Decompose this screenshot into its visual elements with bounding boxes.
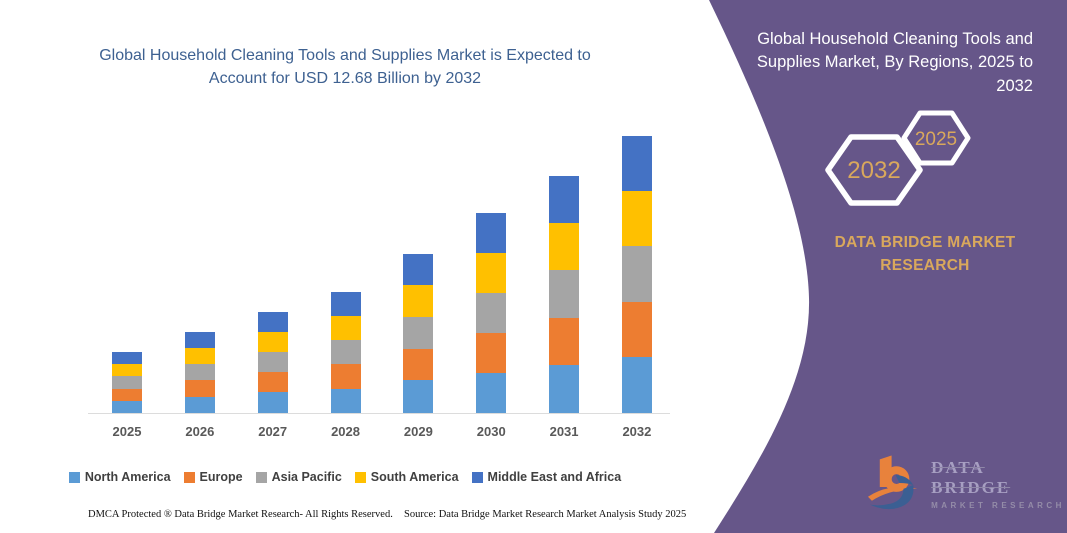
legend-label: South America <box>370 470 459 484</box>
hexagon-2025-label: 2025 <box>915 129 957 150</box>
legend-item: Middle East and Africa <box>471 470 622 484</box>
year-label: 2031 <box>549 424 579 439</box>
panel-title: Global Household Cleaning Tools and Supp… <box>756 30 1033 95</box>
bar-segment <box>257 331 288 352</box>
hexagon-2032: 2032 <box>825 134 923 206</box>
chart-title: Global Household Cleaning Tools and Supp… <box>99 47 591 88</box>
legend-label: Asia Pacific <box>271 470 342 484</box>
bar-segment <box>549 270 580 318</box>
bar-segment <box>621 191 652 247</box>
legend-label: North America <box>84 470 171 484</box>
chart-legend: North America Europe Asia Pacific South Ame… <box>0 470 690 484</box>
forecast-hexagons: 2032 2025 <box>820 103 982 220</box>
legend-swatch <box>255 471 267 483</box>
bar-segment <box>403 380 434 413</box>
bar-segment <box>330 364 361 389</box>
legend-label: Europe <box>199 470 243 484</box>
bar-segment <box>330 316 361 341</box>
bar-segment <box>184 332 215 349</box>
year-label: 2028 <box>331 424 360 439</box>
x-axis-labels: 2025 2026 2027 2028 2029 2030 2031 2032 <box>92 424 672 439</box>
bar-segment <box>621 357 652 413</box>
legend-item: South America <box>354 470 459 484</box>
bar-segment <box>549 364 580 413</box>
bar-2029 <box>403 119 434 413</box>
bar-2026 <box>184 119 215 413</box>
brand-panel: Global Household Cleaning Tools and Supp… <box>690 0 1067 533</box>
stacked-bar-plot <box>112 119 652 413</box>
bar-2030 <box>476 119 507 413</box>
year-label: 2026 <box>185 424 215 439</box>
bar-segment <box>330 340 361 365</box>
legend-swatch <box>68 471 80 483</box>
bar-segment <box>476 252 507 293</box>
logo-subtitle: MARKET RESEARCH <box>931 501 1065 510</box>
bar-segment <box>112 351 142 365</box>
legend-swatch <box>471 471 483 483</box>
bar-segment <box>257 371 288 393</box>
bar-segment <box>257 312 288 332</box>
bar-segment <box>184 364 215 381</box>
legend-swatch <box>183 471 195 483</box>
bar-segment <box>621 301 652 358</box>
bar-segment <box>476 332 507 373</box>
year-label: 2032 <box>622 424 652 439</box>
data-bridge-logo-icon <box>867 455 918 510</box>
bar-segment <box>621 136 652 192</box>
year-label: 2027 <box>258 424 288 439</box>
bar-2028 <box>330 119 361 413</box>
legend-swatch <box>354 471 366 483</box>
bar-segment <box>112 364 142 377</box>
bar-segment <box>330 388 361 413</box>
year-label: 2030 <box>476 424 506 439</box>
legend-item: Europe <box>183 470 243 484</box>
bar-segment <box>403 348 434 381</box>
bar-segment <box>330 291 361 316</box>
bar-segment <box>184 396 215 413</box>
bar-segment <box>112 376 142 389</box>
bar-2031 <box>549 119 580 413</box>
logo-name: DATA BRIDGE <box>931 458 1011 497</box>
legend-item: North America <box>68 470 171 484</box>
data-bridge-logo: DATA BRIDGE MARKET RESEARCH <box>866 453 1067 515</box>
bar-segment <box>403 253 434 286</box>
brand-heading: DATA BRIDGE MARKET RESEARCH <box>834 234 1016 275</box>
bar-segment <box>403 316 434 349</box>
bar-segment <box>184 348 215 365</box>
bar-segment <box>476 372 507 413</box>
year-label: 2029 <box>403 424 433 439</box>
legend-label: Middle East and Africa <box>487 470 622 484</box>
dmca-notice: DMCA Protected ® Data Bridge Market Rese… <box>88 509 393 520</box>
hexagon-2032-label: 2032 <box>847 157 900 184</box>
chart-area: Global Household Cleaning Tools and Supp… <box>0 47 690 520</box>
source-note: Source: Data Bridge Market Research Mark… <box>404 509 687 520</box>
bar-2027 <box>257 119 288 413</box>
bar-segment <box>549 317 580 365</box>
bar-segment <box>476 292 507 333</box>
bar-segment <box>112 388 142 401</box>
year-label: 2025 <box>112 424 142 439</box>
bar-segment <box>112 400 142 413</box>
bar-segment <box>549 175 580 223</box>
bar-segment <box>549 222 580 271</box>
legend-item: Asia Pacific <box>255 470 342 484</box>
hexagon-2025: 2025 <box>901 110 971 166</box>
bar-segment <box>257 351 288 372</box>
bar-2025 <box>112 119 142 413</box>
bar-segment <box>621 246 652 302</box>
bar-segment <box>257 392 288 413</box>
bar-2032 <box>621 119 652 413</box>
bar-segment <box>184 380 215 397</box>
x-axis-line <box>88 413 670 414</box>
bar-segment <box>476 213 507 253</box>
bar-segment <box>403 285 434 317</box>
logo-text: DATA BRIDGE MARKET RESEARCH <box>931 458 1067 510</box>
